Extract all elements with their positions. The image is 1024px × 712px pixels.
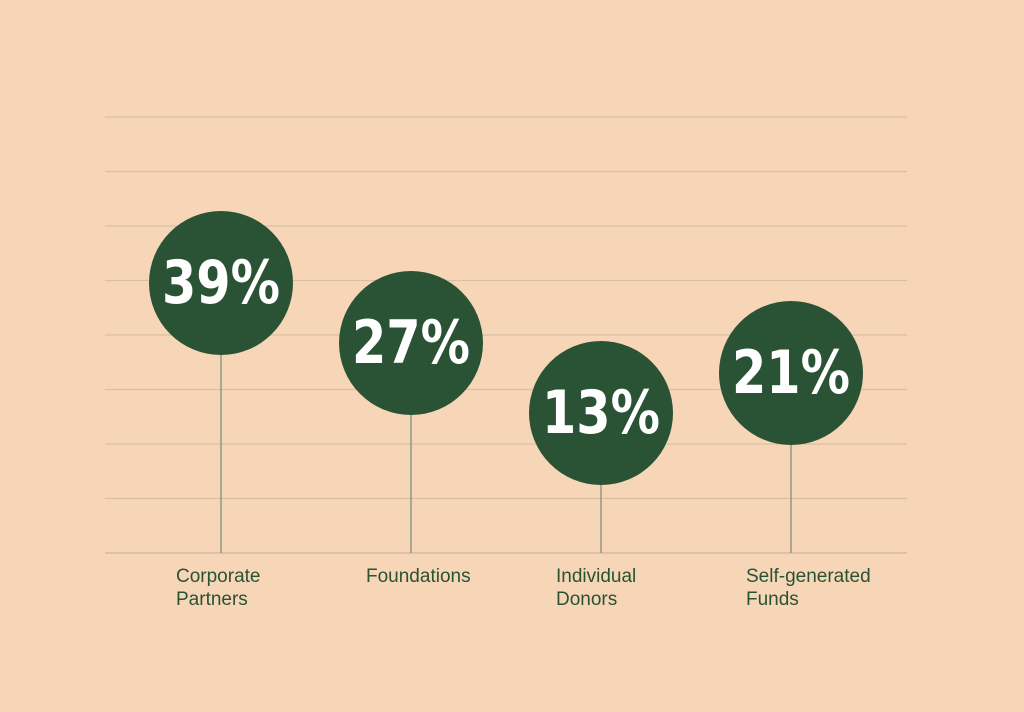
category-label: Individual Donors xyxy=(556,566,636,610)
category-label: Corporate Partners xyxy=(176,566,261,610)
category-label-line: Foundations xyxy=(366,566,471,587)
category-label-line: Funds xyxy=(746,589,799,610)
value-bubble xyxy=(529,341,673,485)
bubbles: 39% 27% 13% 21% xyxy=(149,211,863,485)
category-labels: Corporate Partners Foundations Individual Do… xyxy=(176,566,871,610)
value-bubble xyxy=(339,271,483,415)
category-label-line: Partners xyxy=(176,589,248,610)
value-bubble xyxy=(719,301,863,445)
stems xyxy=(220,283,792,553)
value-label: 39% xyxy=(162,248,280,318)
category-label-line: Donors xyxy=(556,589,617,610)
value-label: 27% xyxy=(352,308,470,378)
category-label-line: Individual xyxy=(556,566,636,587)
value-bubble xyxy=(149,211,293,355)
category-label-line: Self-generated xyxy=(746,566,871,587)
category-label-line: Corporate xyxy=(176,566,261,587)
value-label: 13% xyxy=(542,378,660,448)
value-label: 21% xyxy=(732,338,850,408)
category-label: Foundations xyxy=(366,566,471,587)
category-label: Self-generated Funds xyxy=(746,566,871,610)
